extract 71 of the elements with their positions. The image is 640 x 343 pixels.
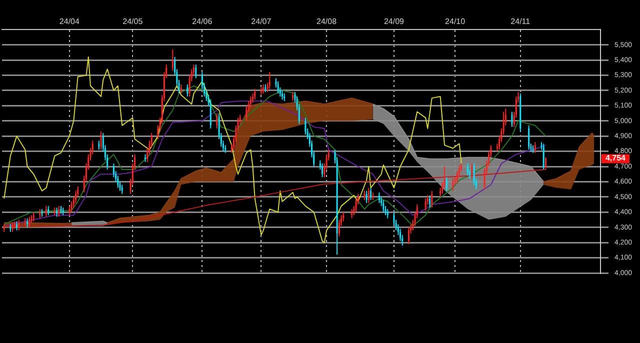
x-tick-label: 24/08 [316, 17, 338, 26]
candlestick [446, 176, 448, 192]
candlestick [452, 178, 454, 192]
x-tick-label: 24/07 [251, 17, 272, 26]
x-tick-label: 24/11 [510, 17, 531, 26]
candlestick [351, 208, 353, 219]
candlestick [46, 206, 48, 218]
candlestick [292, 91, 294, 102]
x-tick-label: 24/10 [445, 17, 466, 26]
candlestick [542, 143, 544, 170]
candlestick [429, 194, 431, 208]
candlestick [32, 212, 34, 222]
x-tick-label: 24/09 [384, 17, 405, 26]
candlestick [364, 190, 366, 200]
candlestick [366, 190, 368, 204]
candlestick [210, 99, 212, 129]
candlestick [195, 64, 197, 79]
candlestick [254, 88, 256, 100]
candlestick [250, 96, 252, 108]
candlestick [75, 190, 77, 204]
candlestick [100, 131, 102, 150]
candlestick [186, 84, 188, 98]
candlestick [18, 219, 20, 231]
candlestick [172, 48, 174, 72]
candlestick [544, 156, 546, 170]
candlestick [342, 212, 344, 222]
candlestick [98, 140, 100, 150]
candlestick [408, 226, 410, 245]
candlestick [370, 187, 372, 200]
candlestick [528, 124, 530, 150]
annotation: 4,754 [605, 154, 626, 162]
candlestick [68, 206, 70, 216]
candlestick [121, 184, 123, 194]
candlestick [386, 208, 388, 219]
candlestick [466, 162, 468, 176]
candlestick [39, 208, 41, 219]
candlestick [393, 212, 395, 226]
candlestick [473, 162, 475, 186]
candlestick [511, 111, 513, 128]
candlestick [180, 84, 182, 94]
candlestick [58, 206, 60, 218]
candlestick [70, 201, 72, 213]
x-tick-label: 24/04 [59, 17, 80, 26]
x-tick-label: 24/05 [122, 17, 144, 26]
candlestick [322, 162, 324, 178]
candlestick [117, 175, 119, 188]
candlestick [252, 92, 254, 104]
candlestick [268, 72, 270, 90]
candlestick [28, 216, 30, 228]
candlestick [304, 117, 306, 136]
candlestick [355, 198, 357, 213]
candlestick [534, 142, 536, 154]
candlestick [431, 190, 433, 208]
candlestick [26, 218, 28, 228]
x-tick-label: 24/06 [192, 17, 213, 26]
candlestick [56, 207, 58, 218]
candlestick [400, 228, 402, 242]
candlestick [246, 105, 248, 122]
candlestick [378, 192, 380, 204]
candlestick [382, 199, 384, 213]
candlestick [48, 206, 50, 216]
candlestick [282, 90, 284, 100]
candlestick [262, 84, 264, 94]
candlestick [112, 162, 114, 178]
candlestick [424, 198, 426, 212]
candlestick [338, 219, 340, 237]
candlestick [471, 162, 473, 180]
candlestick [277, 80, 279, 94]
candlestick [12, 222, 14, 232]
candlestick [216, 112, 218, 129]
candlestick [368, 187, 370, 204]
